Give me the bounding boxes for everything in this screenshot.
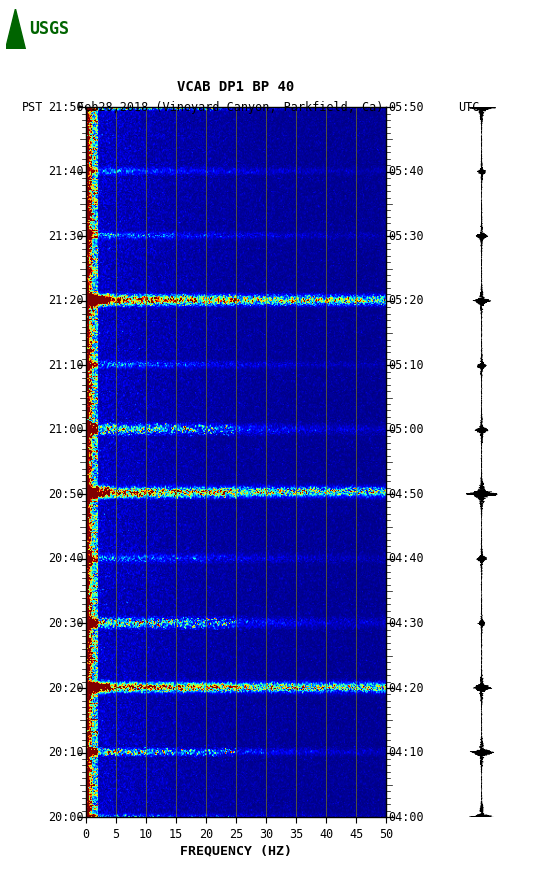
Text: 04:40: 04:40 — [388, 553, 423, 565]
Text: VCAB DP1 BP 40: VCAB DP1 BP 40 — [177, 79, 295, 94]
Text: 04:30: 04:30 — [388, 617, 423, 630]
Text: 20:40: 20:40 — [49, 553, 84, 565]
Text: 05:20: 05:20 — [388, 295, 423, 307]
Text: 04:00: 04:00 — [388, 811, 423, 823]
Text: 21:30: 21:30 — [49, 230, 84, 243]
Text: 21:50: 21:50 — [49, 101, 84, 113]
X-axis label: FREQUENCY (HZ): FREQUENCY (HZ) — [180, 845, 292, 857]
Text: Feb28,2018 (Vineyard Canyon, Parkfield, Ca): Feb28,2018 (Vineyard Canyon, Parkfield, … — [77, 101, 384, 114]
Text: 20:50: 20:50 — [49, 488, 84, 501]
Text: 05:10: 05:10 — [388, 359, 423, 371]
Text: 20:30: 20:30 — [49, 617, 84, 630]
Polygon shape — [6, 9, 25, 49]
Text: 21:20: 21:20 — [49, 295, 84, 307]
Text: 04:20: 04:20 — [388, 681, 423, 695]
Text: 05:50: 05:50 — [388, 101, 423, 113]
Text: 05:30: 05:30 — [388, 230, 423, 243]
Text: 04:10: 04:10 — [388, 746, 423, 759]
Text: 21:10: 21:10 — [49, 359, 84, 371]
Text: 05:40: 05:40 — [388, 165, 423, 179]
Text: 21:00: 21:00 — [49, 423, 84, 437]
Text: 20:10: 20:10 — [49, 746, 84, 759]
Text: USGS: USGS — [29, 20, 68, 38]
Text: UTC: UTC — [458, 101, 480, 114]
Text: 20:20: 20:20 — [49, 681, 84, 695]
Text: 04:50: 04:50 — [388, 488, 423, 501]
Text: 05:00: 05:00 — [388, 423, 423, 437]
Text: PST: PST — [22, 101, 44, 114]
Text: 21:40: 21:40 — [49, 165, 84, 179]
Text: 20:00: 20:00 — [49, 811, 84, 823]
